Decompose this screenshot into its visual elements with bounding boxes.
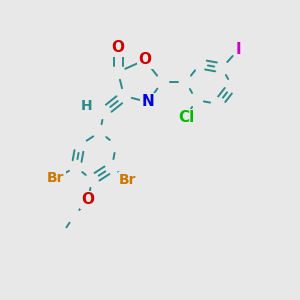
Text: I: I — [235, 43, 241, 58]
Text: Br: Br — [47, 171, 65, 185]
Text: O: O — [82, 193, 94, 208]
Text: H: H — [81, 99, 93, 113]
Text: Cl: Cl — [178, 110, 194, 125]
Text: O: O — [112, 40, 124, 56]
Text: N: N — [142, 94, 154, 110]
Text: Br: Br — [119, 173, 137, 187]
Text: O: O — [139, 52, 152, 68]
